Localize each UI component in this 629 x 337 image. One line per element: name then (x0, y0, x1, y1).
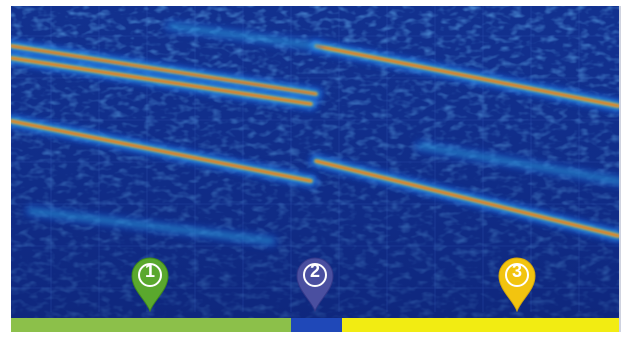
signal-streak (11, 120, 312, 182)
map-pin-icon (498, 257, 536, 312)
timeline-segment-2 (291, 318, 342, 332)
marker-2-label: 2 (309, 261, 320, 281)
map-pin-icon (131, 257, 169, 312)
signal-streak (11, 45, 317, 95)
timeline-segment-1 (11, 318, 291, 332)
signal-streak (315, 45, 619, 107)
timeline-segment-3 (342, 318, 619, 332)
map-pin-icon (296, 257, 334, 312)
signal-tracks (11, 19, 619, 248)
marker-1[interactable]: 1 (128, 254, 172, 312)
signal-streak (315, 160, 619, 237)
signal-streak (11, 57, 312, 105)
marker-2[interactable]: 2 (293, 254, 337, 312)
marker-3[interactable]: 3 (495, 254, 539, 312)
signal-streak (418, 143, 619, 184)
marker-3-label: 3 (511, 261, 522, 281)
signal-streak (168, 23, 319, 49)
signal-streak (28, 208, 274, 244)
marker-1-label: 1 (144, 261, 155, 281)
